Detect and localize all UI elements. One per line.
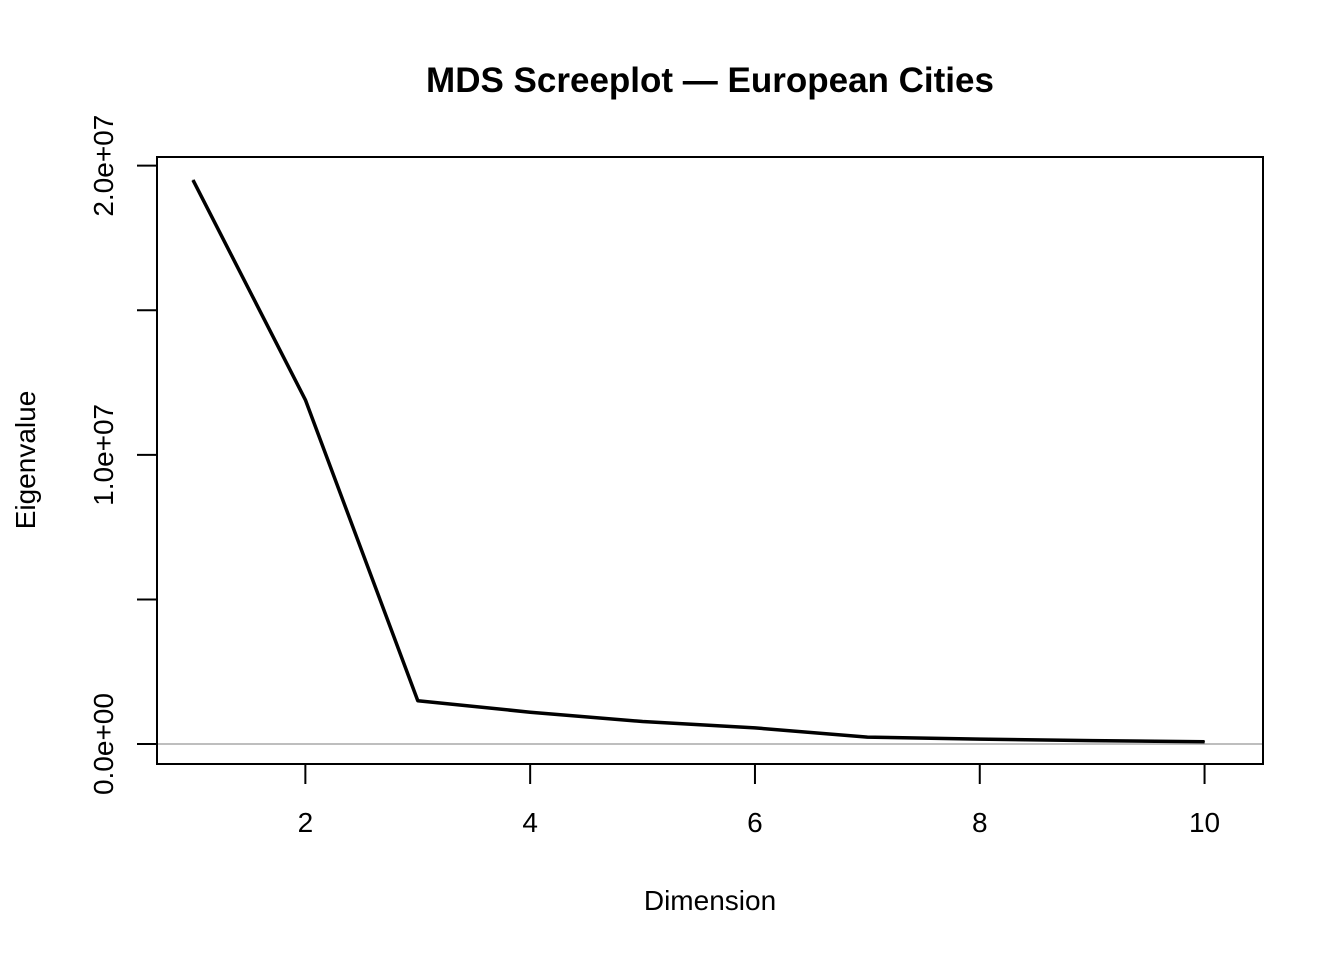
chart-title: MDS Screeplot — European Cities: [426, 61, 994, 100]
data-point-dim-5: [642, 720, 644, 722]
y-tick-label-0: 0.0e+00: [88, 693, 119, 795]
data-point-dim-2: [304, 399, 306, 401]
x-axis-label: Dimension: [644, 885, 776, 916]
x-tick-label-8: 8: [972, 807, 988, 838]
plot-border: [156, 156, 1264, 765]
data-point-dim-9: [1091, 740, 1093, 742]
x-tick-label-2: 2: [298, 807, 314, 838]
series-line-0: [191, 179, 1205, 744]
data-point-dim-8: [979, 738, 981, 740]
data-point-dim-10: [1204, 741, 1206, 743]
data-point-dim-4: [529, 711, 531, 713]
data-point-dim-7: [866, 736, 868, 738]
y-axis-label: Eigenvalue: [10, 391, 41, 530]
x-tick-label-4: 4: [522, 807, 538, 838]
data-point-dim-3: [417, 700, 419, 702]
x-tick-label-6: 6: [747, 807, 763, 838]
plot-area: 2 4 6 8 10 0.0e+00 1.0e+07 2.0e+07: [88, 115, 1264, 838]
data-point-dim-6: [754, 727, 756, 729]
y-tick-label-2: 1.0e+07: [88, 404, 119, 506]
data-point-dim-1: [192, 179, 194, 181]
x-tick-label-10: 10: [1189, 807, 1220, 838]
y-tick-label-4: 2.0e+07: [88, 115, 119, 217]
